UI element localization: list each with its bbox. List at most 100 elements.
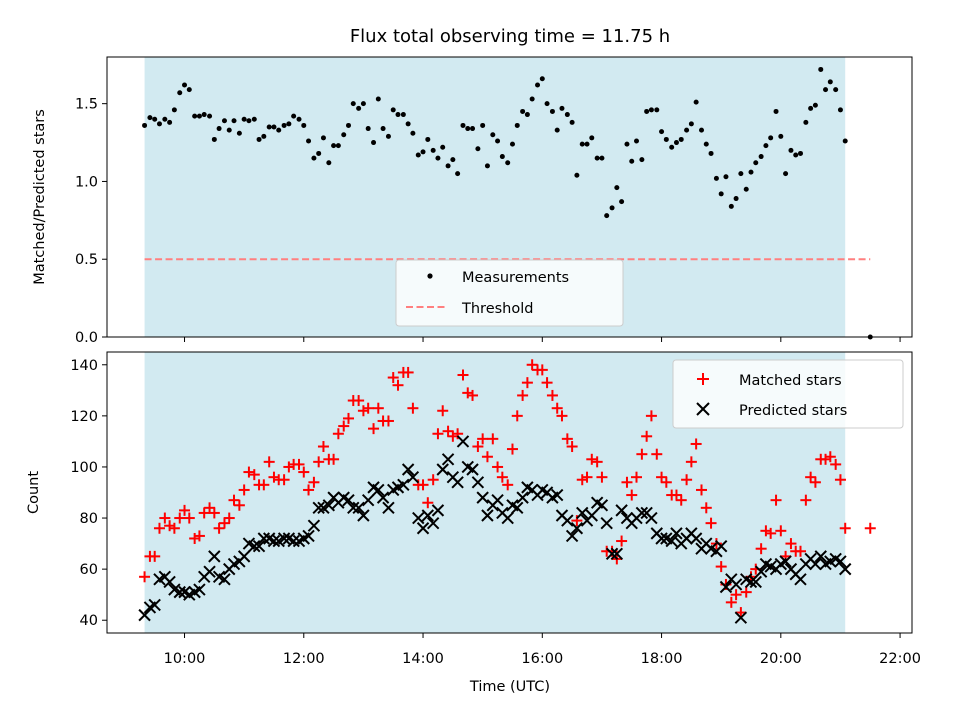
measurement-point (350, 101, 356, 107)
predicted-star-point (163, 575, 176, 589)
predicted-star-point (257, 532, 271, 545)
matched-star-point (645, 410, 657, 422)
matched-star-point (551, 402, 563, 414)
measurement-point (559, 105, 565, 111)
matched-star-point (631, 471, 643, 483)
measurement-point (231, 118, 237, 124)
predicted-star-point (834, 555, 847, 568)
measurement-point (445, 163, 451, 169)
measurement-point (450, 157, 456, 163)
predicted-star-point (173, 585, 186, 599)
predicted-star-point (361, 493, 375, 507)
measurement-point (748, 169, 754, 175)
matched-star-point (626, 489, 638, 501)
predicted-star-point (615, 504, 628, 517)
matched-star-point (725, 596, 737, 608)
legend-predicted-label: Predicted stars (739, 403, 847, 419)
measurement-point (380, 126, 386, 132)
measurement-point (644, 108, 650, 114)
legend-measurements-marker (427, 273, 433, 279)
measurement-point (271, 124, 277, 130)
measurement-point (768, 135, 774, 141)
predicted-star-point (466, 463, 479, 476)
predicted-star-point (744, 575, 758, 589)
predicted-star-point (193, 583, 206, 596)
matched-star-point (233, 499, 245, 511)
measurement-point (788, 147, 794, 153)
predicted-star-point (138, 608, 151, 622)
matched-star-point (830, 458, 842, 470)
predicted-star-point (605, 547, 619, 561)
count-panel-frame (106, 351, 913, 634)
matched-star-point (248, 469, 260, 481)
measurement-point (634, 138, 640, 144)
matched-star-point (546, 389, 558, 401)
measurement-point (708, 150, 714, 156)
matched-star-point (407, 402, 419, 414)
predicted-star-point (665, 534, 678, 548)
matched-star-point (263, 456, 275, 468)
measurement-point (509, 141, 515, 147)
measurement-point (629, 158, 635, 164)
predicted-star-point (397, 478, 410, 492)
count-y-tick-label: 60 (80, 562, 98, 578)
measurement-point (420, 149, 426, 155)
matched-star-point (705, 517, 717, 529)
matched-star-point (785, 538, 797, 550)
predicted-star-point (277, 532, 291, 545)
predicted-star-point (267, 534, 281, 548)
measurement-point (793, 152, 799, 158)
measurement-point (335, 143, 341, 149)
measurement-point (266, 124, 272, 130)
predicted-star-point (734, 611, 748, 624)
ratio-legend-box (395, 259, 624, 327)
measurement-point (360, 101, 366, 107)
x-tick-label: 12:00 (283, 651, 325, 667)
matched-star-point (427, 474, 439, 486)
matched-star-point (258, 479, 270, 491)
matched-star-point (536, 364, 548, 376)
predicted-star-point (372, 483, 385, 497)
predicted-star-point (436, 463, 449, 476)
matched-star-point (317, 441, 329, 453)
ratio-panel-frame (106, 56, 913, 338)
measurement-point (728, 203, 734, 209)
predicted-star-point (376, 491, 390, 504)
predicted-star-point (382, 501, 395, 515)
measurement-point (574, 172, 580, 178)
matched-star-point (681, 474, 693, 486)
predicted-star-point (814, 550, 827, 563)
matched-star-point (332, 428, 344, 440)
matched-star-point (809, 476, 821, 488)
predicted-star-point (655, 532, 668, 545)
predicted-star-point (248, 539, 261, 553)
matched-star-point (696, 484, 708, 496)
measurement-point (301, 122, 307, 128)
measurement-point (619, 199, 625, 205)
matched-star-point (670, 489, 682, 501)
predicted-star-point (516, 491, 529, 504)
predicted-star-point (565, 529, 579, 543)
measurement-point (763, 143, 769, 149)
count-y-tick-label: 140 (70, 358, 98, 374)
matched-star-point (213, 522, 225, 534)
matched-star-point (685, 456, 697, 468)
predicted-star-point (412, 511, 425, 525)
predicted-star-point (645, 511, 658, 525)
matched-star-point (223, 512, 235, 524)
ratio-y-tick-label: 1.5 (75, 97, 98, 113)
measurement-point (505, 160, 511, 166)
matched-star-point (576, 474, 588, 486)
matched-star-point (238, 484, 250, 496)
measurement-point (678, 136, 684, 142)
predicted-star-point (302, 529, 315, 543)
predicted-star-point (406, 470, 420, 484)
matched-star-point (492, 461, 504, 473)
predicted-star-point (481, 509, 494, 522)
matched-star-point (834, 474, 846, 486)
predicted-star-point (550, 488, 564, 502)
measurement-point (405, 121, 411, 127)
ratio-y-tick-label: 0.0 (75, 330, 98, 346)
predicted-star-point (749, 575, 762, 589)
measurement-point (524, 112, 530, 118)
